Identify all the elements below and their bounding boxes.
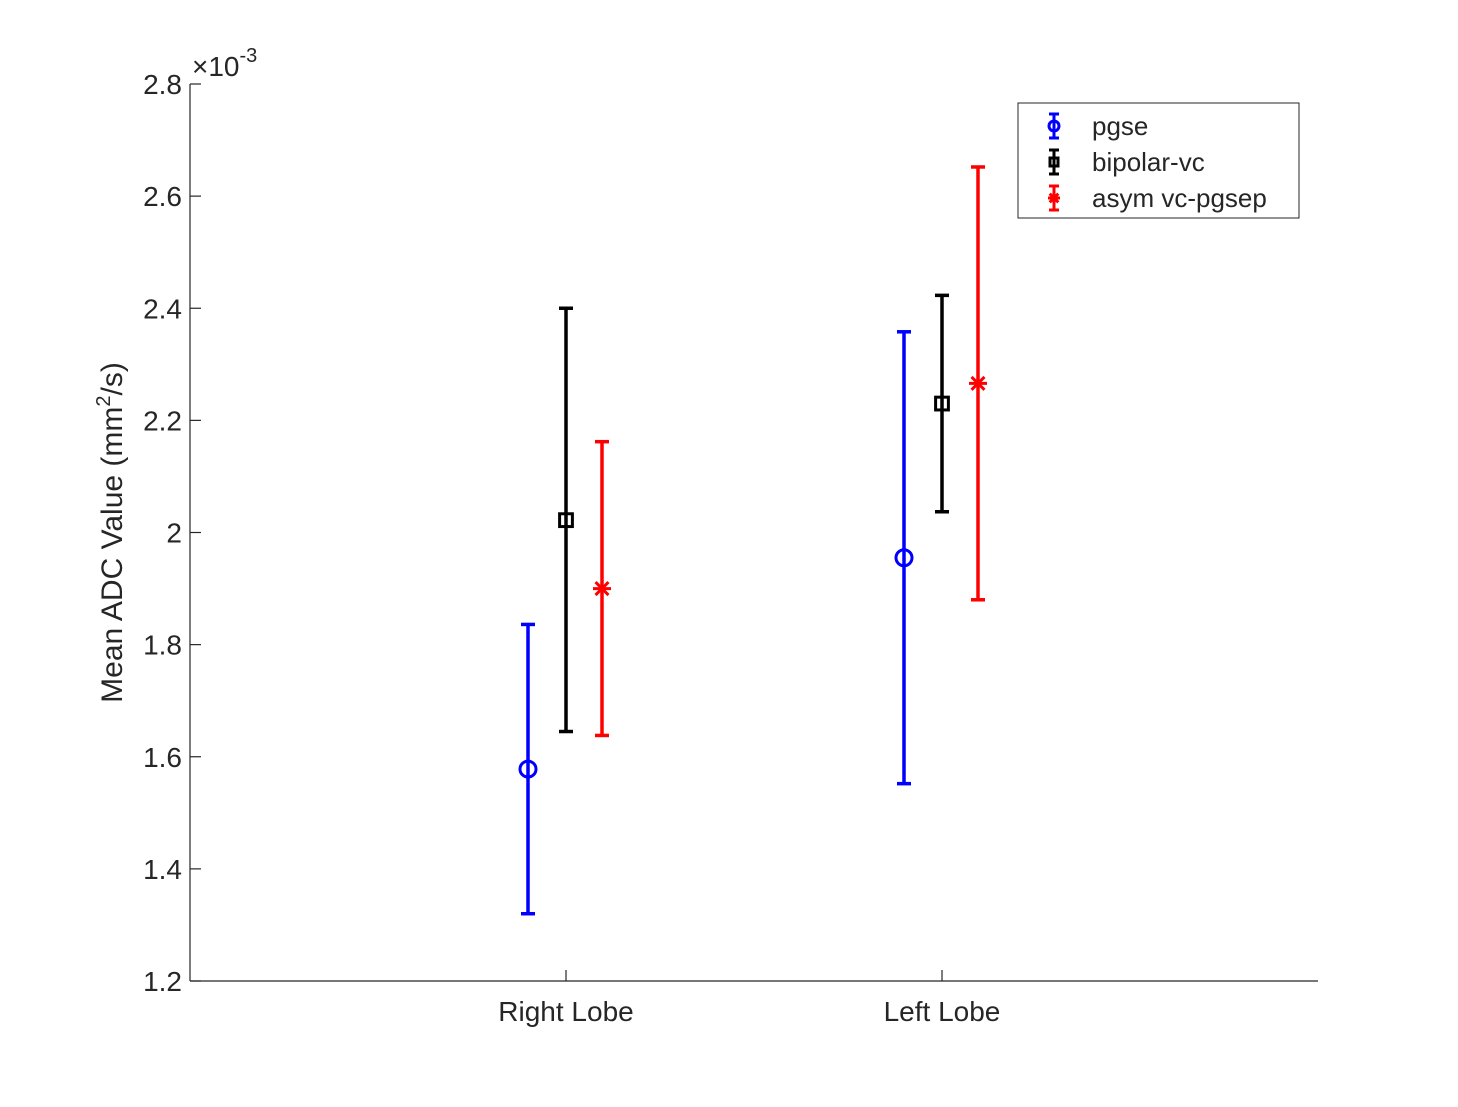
y-tick-label: 2.6 bbox=[143, 181, 182, 212]
legend-label: asym vc-pgsep bbox=[1092, 183, 1267, 213]
y-axis-multiplier: ×10-3 bbox=[192, 45, 257, 82]
asterisk-stroke bbox=[594, 581, 610, 597]
data-point-marker bbox=[593, 579, 611, 598]
data-point-marker bbox=[969, 374, 987, 393]
y-axis-label-prefix: Mean ADC Value (mm bbox=[96, 407, 129, 703]
legend-label: pgse bbox=[1092, 111, 1148, 141]
y-tick-label: 1.8 bbox=[143, 630, 182, 661]
y-tick-label: 2.2 bbox=[143, 405, 182, 436]
multiplier-exponent: -3 bbox=[240, 45, 258, 67]
legend: pgse bipolar-vc asym vc-pgsep bbox=[1017, 102, 1300, 219]
data-point-marker bbox=[894, 548, 914, 568]
legend-item: pgse bbox=[1047, 111, 1148, 141]
y-tick-label: 2.8 bbox=[143, 69, 182, 100]
asterisk-stroke bbox=[1048, 192, 1060, 204]
y-tick-label: 2 bbox=[166, 518, 182, 549]
y-axis-label-superscript: 2 bbox=[93, 395, 115, 406]
y-tick-label: 1.6 bbox=[143, 742, 182, 773]
legend-marker bbox=[1047, 119, 1061, 133]
legend-item: bipolar-vc bbox=[1048, 147, 1205, 177]
y-tick-label: 2.4 bbox=[143, 293, 182, 324]
y-tick-label: 1.2 bbox=[143, 966, 182, 997]
series-bipolar-vc bbox=[558, 293, 950, 734]
legend-label: bipolar-vc bbox=[1092, 147, 1205, 177]
data-point-marker bbox=[558, 512, 574, 529]
y-axis-label: Mean ADC Value (mm2/s) bbox=[93, 362, 129, 703]
series-pgse bbox=[518, 330, 914, 916]
x-tick-label: Left Lobe bbox=[884, 996, 1001, 1027]
data-point-marker bbox=[934, 395, 950, 412]
y-axis-label-suffix: /s) bbox=[96, 362, 129, 395]
asterisk-stroke bbox=[970, 375, 986, 391]
legend-marker bbox=[1048, 156, 1060, 168]
legend-marker bbox=[1048, 192, 1060, 204]
multiplier-base: ×10 bbox=[192, 51, 240, 82]
data-point-marker bbox=[518, 759, 538, 779]
legend-item: asym vc-pgsep bbox=[1048, 183, 1267, 213]
y-tick-label: 1.4 bbox=[143, 854, 182, 885]
axes: 1.2 1.4 1.6 1.8 2 2.2 2.4 2.6 2.8 Right Lobe Left … bbox=[93, 45, 1318, 1027]
data-series bbox=[518, 165, 987, 916]
series-asym-vc-pgsep bbox=[593, 165, 987, 738]
x-tick-label: Right Lobe bbox=[498, 996, 633, 1027]
legend-box bbox=[1017, 102, 1300, 219]
